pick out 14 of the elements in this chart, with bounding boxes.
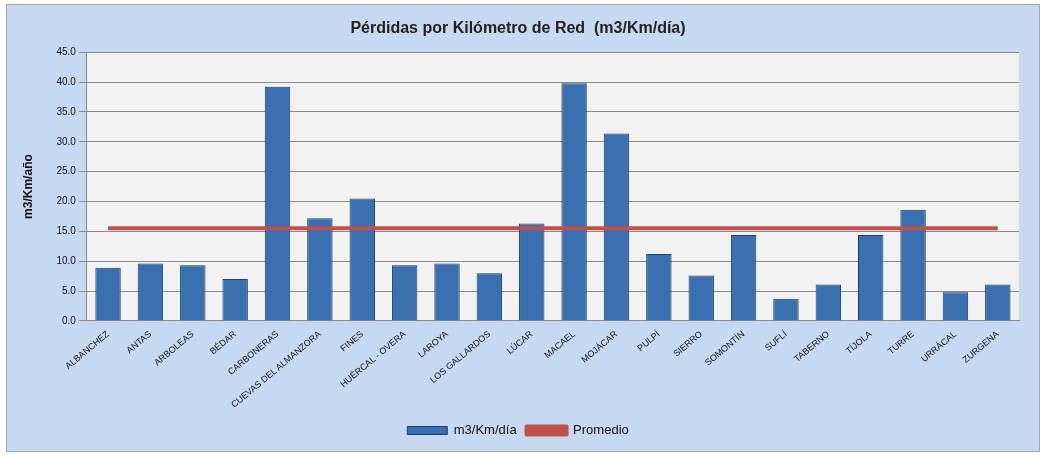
y-tick-label: 45.0 — [56, 45, 77, 57]
chart-title: Pérdidas por Kilómetro de Red (m3/Km/día) — [350, 19, 686, 37]
y-tick-label: 40.0 — [56, 75, 77, 87]
y-tick-label: 15.0 — [56, 225, 77, 237]
y-tick-label: 5.0 — [61, 284, 77, 296]
y-tick-label: 10.0 — [56, 254, 77, 266]
y-tick-label: 25.0 — [56, 165, 77, 177]
y-tick-label: 0.0 — [61, 314, 77, 326]
y-tick-label: 35.0 — [56, 105, 77, 117]
y-tick-label: 30.0 — [56, 135, 77, 147]
legend-label: m3/Km/día — [453, 422, 518, 438]
y-axis-title: m3/Km/año — [20, 154, 35, 219]
y-tick-label: 20.0 — [56, 195, 77, 207]
legend-label: Promedio — [573, 422, 629, 438]
